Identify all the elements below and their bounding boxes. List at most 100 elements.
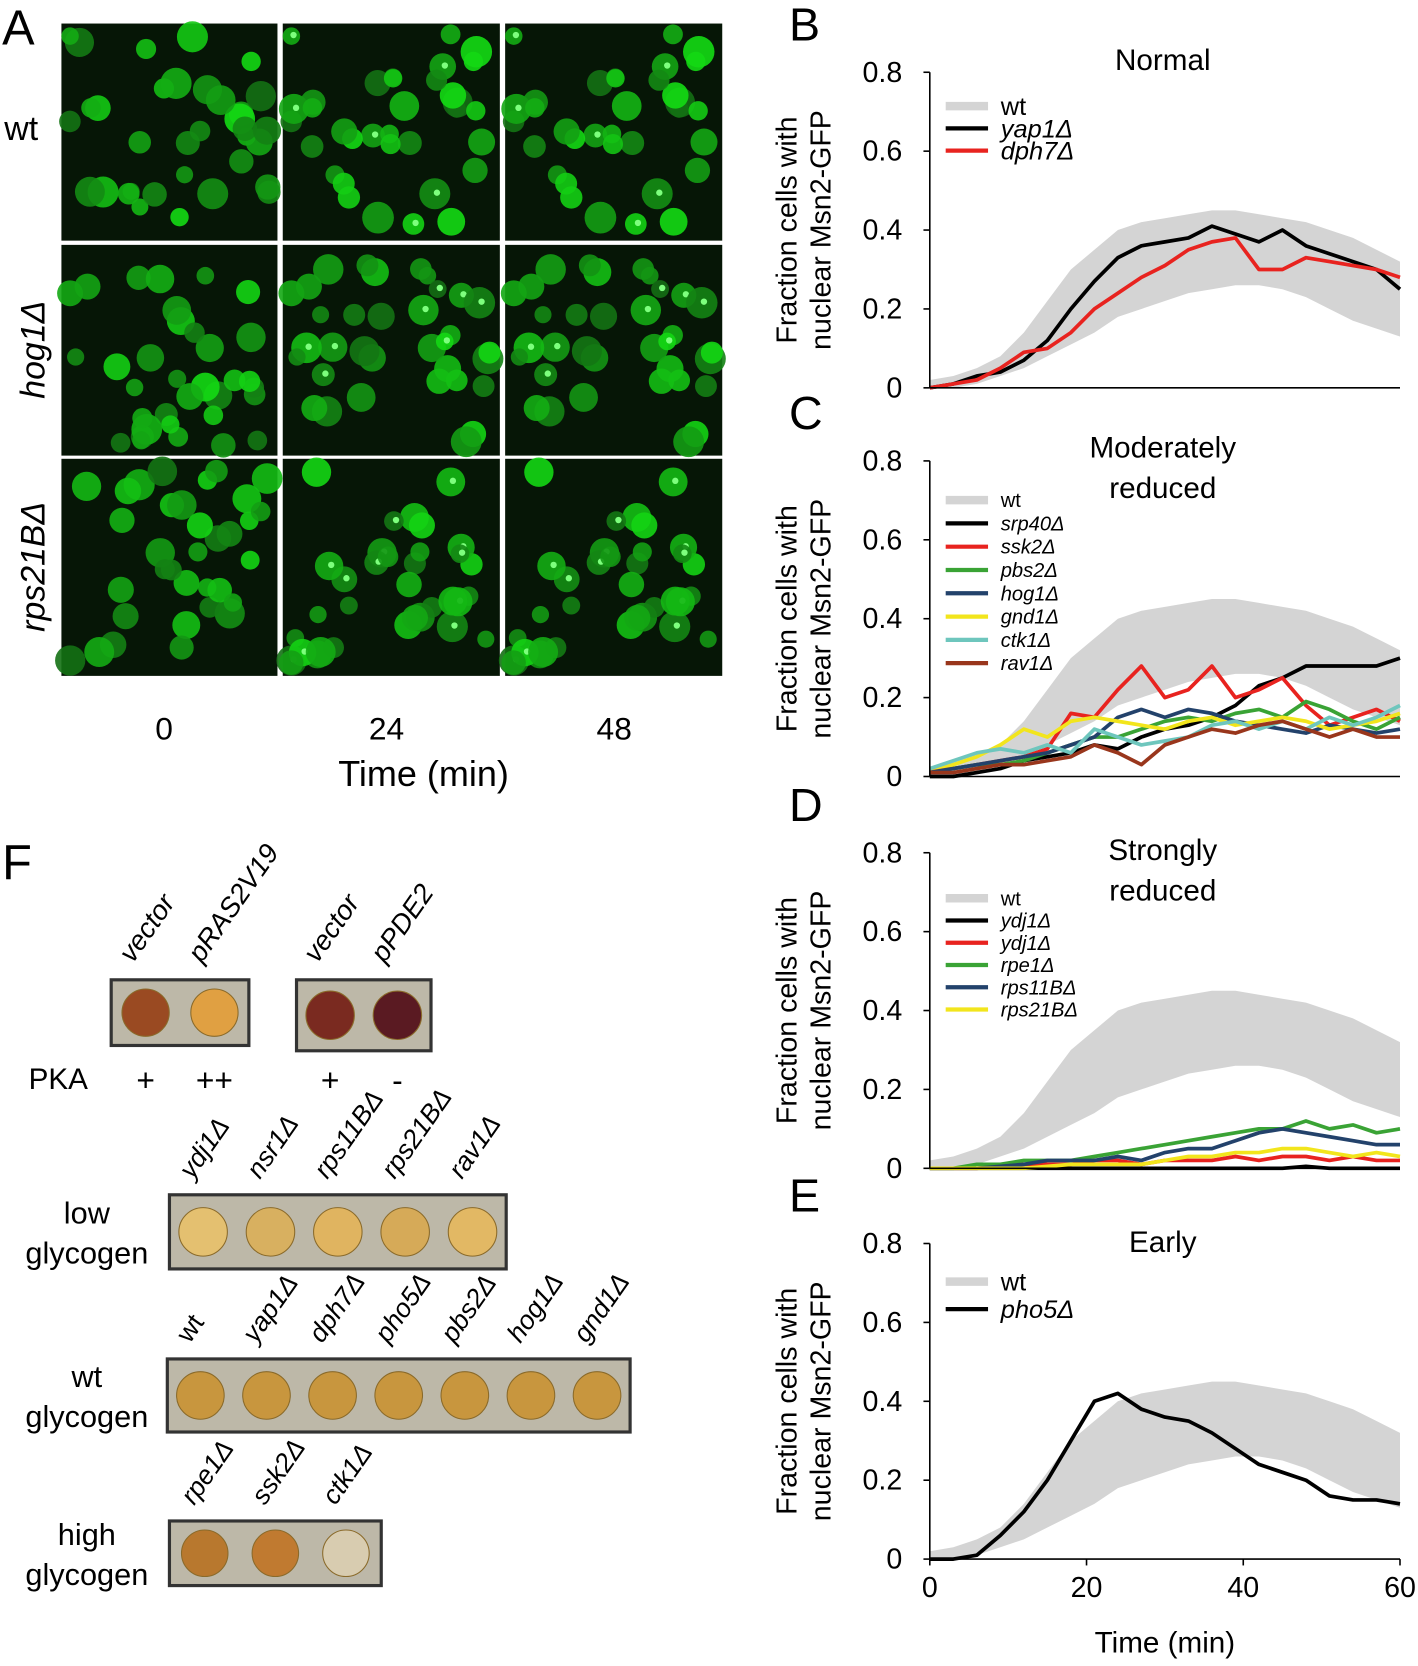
y-tick-label: 0 [886,761,902,793]
cell [189,120,211,142]
cell [688,101,708,121]
cell [238,370,261,392]
cell [437,207,466,236]
cell [518,273,545,300]
cell [611,91,642,121]
cell [332,172,355,195]
cell [107,576,134,603]
cell [241,51,261,72]
legend-label: dph7Δ [1001,138,1075,166]
cell [142,182,167,207]
colony-spot [572,1371,622,1420]
legend-label: ssk2Δ [1001,537,1056,559]
cell [109,507,135,533]
panel-label: E [789,1170,820,1222]
cell [668,369,691,392]
cell [662,82,689,109]
cell [571,336,602,367]
y-tick-label: 0 [886,1544,902,1576]
cell [699,630,717,648]
colony-spot [121,988,170,1037]
cell [524,457,554,487]
cell [408,512,435,539]
cell [117,182,140,205]
cell [602,134,624,155]
colony-spot [447,1207,498,1257]
cell [247,430,268,451]
nucleus [331,342,339,350]
nucleus [515,104,522,112]
cell [74,176,105,207]
cell [462,157,488,184]
cell [114,477,142,505]
cell [236,279,261,305]
cell [510,348,528,366]
colony-spot [245,1207,296,1257]
group-label: high [58,1517,116,1552]
strain-label: rav1Δ [442,1109,506,1183]
cell [145,264,175,294]
cell [349,336,380,367]
colony-spot [374,1371,424,1420]
nucleus [451,622,458,629]
cell [684,157,711,184]
cell [418,266,437,285]
cell [632,542,652,562]
cell [450,426,482,458]
legend-label: ydj1Δ [999,911,1051,933]
cell [600,546,621,567]
y-axis-label: nuclear Msn2-GFP [805,110,837,350]
colony-spot [506,1371,556,1420]
colony-spot [176,1371,225,1420]
group-label: wt [70,1359,102,1394]
cell [346,383,376,412]
colony-spot [440,1371,490,1420]
legend-label: ctk1Δ [1001,630,1051,652]
nucleus [322,370,329,377]
y-tick-label: 0.4 [863,1386,903,1418]
axis-label: Time (min) [338,753,509,794]
strain-label: wt [170,1308,211,1348]
cell [125,378,144,397]
range-band [929,990,1400,1169]
cell [147,456,178,487]
strain-label: vector [297,887,366,968]
cell [196,266,215,285]
cell [236,322,266,353]
legend-label: wt [1000,888,1022,910]
cell [59,110,81,133]
strain-label: rpe1Δ [174,1434,239,1509]
series-line [929,236,1401,390]
y-tick-label: 0.4 [863,995,903,1027]
group-label: glycogen [25,1557,148,1592]
x-tick-label: 20 [1071,1572,1103,1604]
y-tick-label: 0.4 [863,215,903,247]
nucleus [343,575,350,582]
cell [397,130,422,156]
x-axis-label: Time (min) [1095,1626,1236,1659]
nucleus [449,477,457,485]
nucleus [681,549,688,556]
group-label: glycogen [25,1236,148,1271]
pka-level: - [392,1062,403,1098]
cell [160,559,182,581]
cell [205,85,236,115]
strain-label: gnd1Δ [567,1268,636,1348]
colony-spot [308,1371,357,1420]
y-tick-label: 0.6 [863,1307,903,1339]
y-tick-label: 0.2 [863,682,903,714]
cell [172,611,201,640]
x-tick-label: 60 [1384,1572,1416,1604]
series-line [929,224,1402,390]
cell [438,586,468,616]
nucleus [422,305,429,313]
cell [535,254,566,285]
cell [562,596,581,615]
nucleus [290,31,297,39]
cell [569,383,598,412]
colony-spot [305,990,355,1041]
cell [463,51,484,72]
cell [648,69,670,91]
y-tick-label: 0.8 [863,837,903,869]
